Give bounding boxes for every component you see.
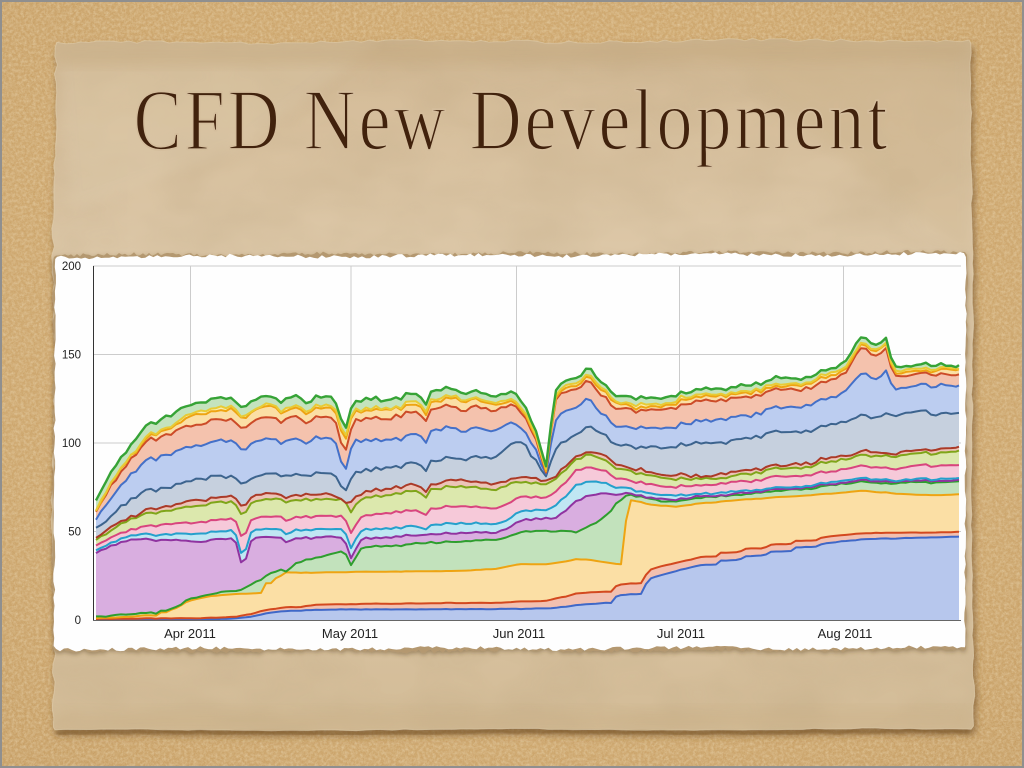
svg-text:150: 150 (62, 350, 81, 362)
svg-text:May 2011: May 2011 (322, 626, 378, 641)
svg-text:Apr 2011: Apr 2011 (164, 626, 216, 641)
svg-text:Jun 2011: Jun 2011 (493, 626, 546, 641)
svg-text:CFD New Development: CFD New Development (134, 73, 891, 169)
svg-text:0: 0 (75, 615, 81, 627)
svg-text:200: 200 (62, 261, 81, 273)
svg-text:100: 100 (62, 438, 81, 450)
svg-text:Aug 2011: Aug 2011 (818, 626, 873, 641)
svg-text:50: 50 (68, 527, 81, 539)
svg-text:Jul 2011: Jul 2011 (657, 626, 705, 641)
